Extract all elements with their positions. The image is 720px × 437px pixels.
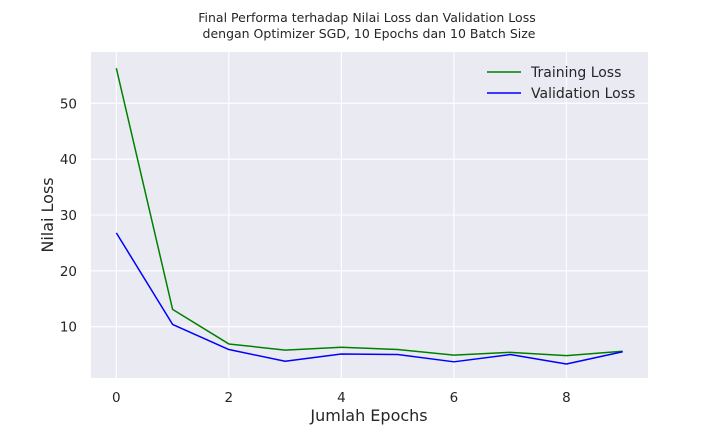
chart-title-line-1: Final Performa terhadap Nilai Loss dan V…: [198, 10, 535, 25]
y-tick-label: 40: [60, 152, 77, 168]
legend: Training Loss Validation Loss: [487, 65, 635, 102]
tick-labels: 0 2 4 6 8 10 20 30 40 50: [60, 96, 571, 406]
x-tick-label: 4: [337, 390, 346, 406]
legend-label-validation-loss: Validation Loss: [531, 86, 635, 102]
x-tick-label: 8: [562, 390, 571, 406]
series-line-validation-loss: [115, 232, 623, 365]
y-tick-label: 30: [60, 208, 77, 224]
grid-layer: [91, 52, 648, 378]
x-tick-label: 0: [112, 390, 121, 406]
legend-label-training-loss: Training Loss: [530, 65, 621, 81]
y-tick-label: 10: [60, 320, 77, 336]
x-tick-label: 2: [225, 390, 234, 406]
series-layer: [115, 68, 623, 365]
y-tick-label: 50: [60, 96, 77, 112]
x-tick-label: 6: [450, 390, 459, 406]
x-axis-label: Jumlah Epochs: [309, 406, 427, 425]
series-line-training-loss: [115, 68, 623, 357]
chart-title-line-2: dengan Optimizer SGD, 10 Epochs dan 10 B…: [203, 26, 536, 41]
y-axis-label: Nilai Loss: [38, 177, 57, 252]
y-tick-label: 20: [60, 264, 77, 280]
